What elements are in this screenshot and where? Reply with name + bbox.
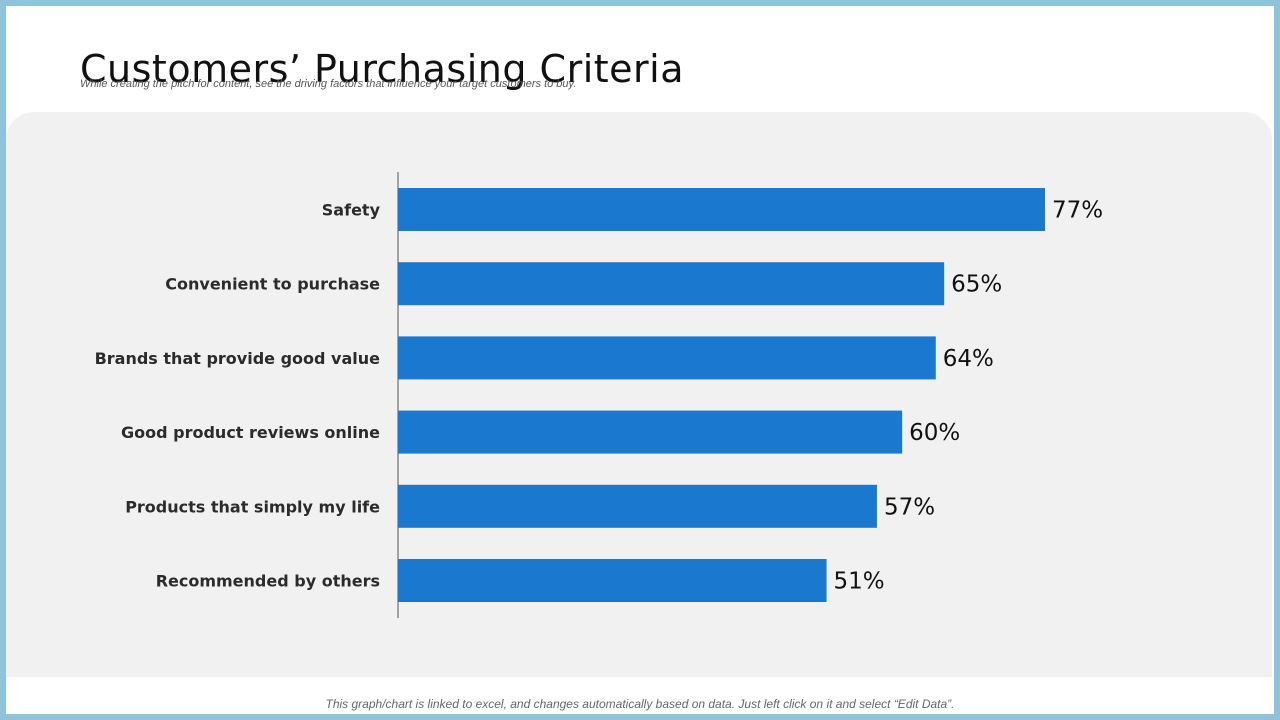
bar-1[interactable] [398,262,945,306]
value-label-3: 60% [909,420,960,446]
category-label-4: Products that simply my life [125,497,380,516]
chart-footnote: This graph/chart is linked to excel, and… [325,697,955,711]
category-label-2: Brands that provide good value [95,349,381,368]
category-label-1: Convenient to purchase [165,275,380,294]
bar-5[interactable] [398,559,827,602]
page-subtitle: While creating the pitch for content, se… [80,78,577,90]
category-label-3: Good product reviews online [121,423,380,442]
bar-2[interactable] [398,336,936,380]
value-label-0: 77% [1052,198,1103,224]
value-label-1: 65% [951,272,1002,298]
category-label-0: Safety [322,201,381,220]
value-label-5: 51% [834,569,885,595]
value-label-4: 57% [884,494,935,520]
bar-3[interactable] [398,410,903,454]
page-title: Customers’ Purchasing Criteria [80,47,685,92]
bar-0[interactable] [398,188,1045,231]
bar-4[interactable] [398,484,877,528]
category-label-5: Recommended by others [156,572,380,591]
value-label-2: 64% [943,346,994,372]
